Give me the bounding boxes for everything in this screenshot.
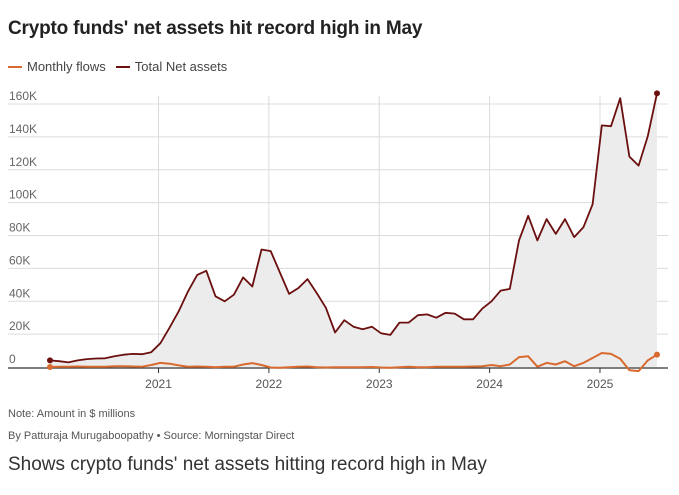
- assets-line: [49, 93, 658, 364]
- source-credit: Source: Morningstar Direct: [163, 430, 295, 442]
- flows-line-end-point: [654, 351, 660, 358]
- y-tick-label: 0: [9, 352, 16, 366]
- line-chart: 0 20K 40K 60K 80K 100K 120K 140K 160K 2021 2022 202…: [8, 89, 668, 391]
- chart-note: Note: Amount in $ millions: [8, 408, 136, 420]
- byline: By Patturaja Murugaboopathy • Source: Mo…: [8, 430, 294, 442]
- chart-caption: Shows crypto funds' net assets hitting r…: [8, 454, 487, 475]
- x-tick-label: 2024: [476, 377, 503, 391]
- legend-swatch-assets: [115, 65, 130, 68]
- flows-line-start-point: [47, 364, 53, 370]
- y-tick-label: 120K: [9, 155, 37, 169]
- legend-label-assets: Total Net assets: [134, 59, 228, 74]
- y-tick-label: 40K: [9, 286, 30, 300]
- assets-area: [50, 93, 657, 368]
- x-tick-label: 2021: [145, 377, 172, 391]
- chart-title: Crypto funds' net assets hit record high…: [8, 18, 423, 39]
- legend-swatch-flows: [8, 65, 22, 68]
- x-tick-label: 2023: [366, 377, 393, 391]
- y-tick-label: 80K: [9, 221, 30, 235]
- assets-line-start-point: [47, 357, 53, 364]
- author-credit: By Patturaja Murugaboopathy: [8, 430, 154, 442]
- x-tick-label: 2025: [587, 377, 614, 391]
- y-tick-label: 60K: [9, 253, 30, 267]
- assets-line-end-point: [654, 90, 660, 97]
- legend-item-assets: Total Net assets: [115, 59, 228, 74]
- x-tick-label: 2022: [256, 377, 283, 391]
- y-tick-label: 20K: [9, 319, 30, 333]
- flows-line: [49, 352, 658, 373]
- legend-label-flows: Monthly flows: [27, 59, 106, 74]
- separator-dot: •: [156, 430, 164, 442]
- y-tick-label: 160K: [9, 89, 37, 103]
- y-tick-label: 140K: [9, 122, 37, 136]
- legend-item-flows: Monthly flows: [8, 59, 106, 74]
- legend: Monthly flows Total Net assets: [8, 59, 237, 74]
- y-tick-label: 100K: [9, 188, 37, 202]
